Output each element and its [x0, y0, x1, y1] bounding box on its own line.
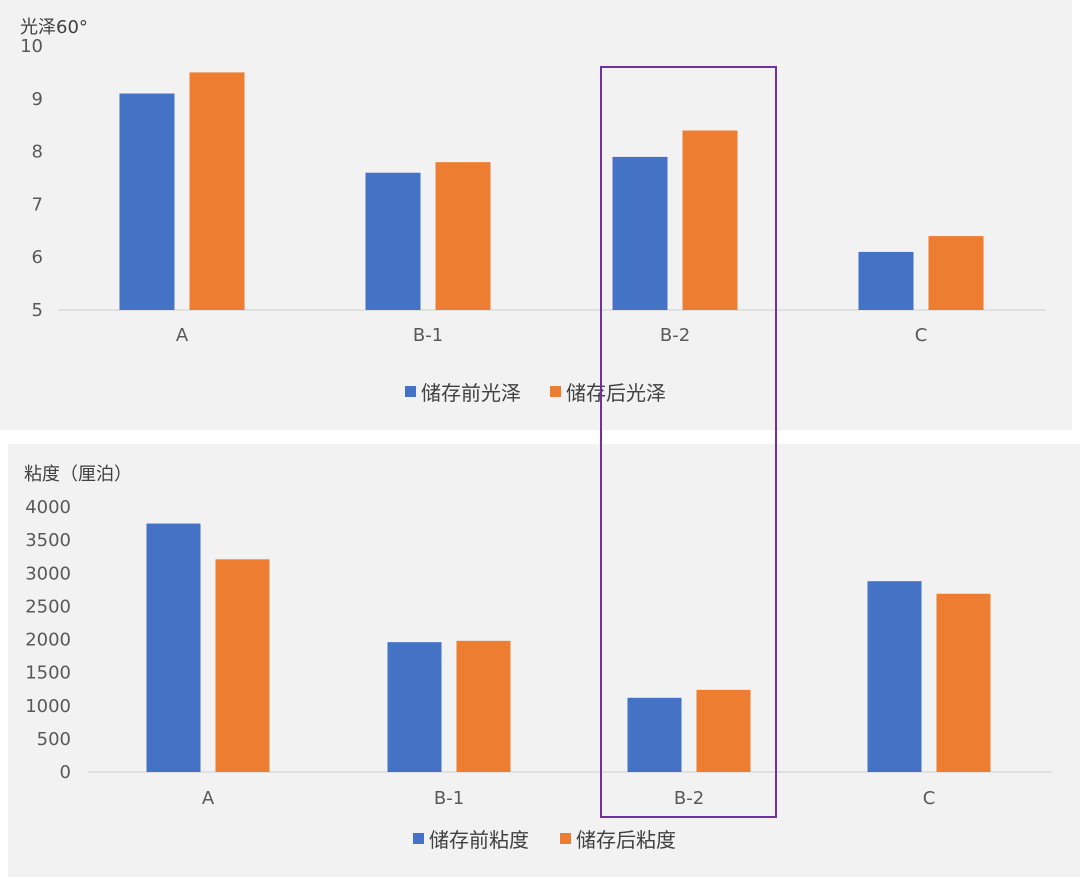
- bar-A-before: [146, 523, 201, 772]
- y-tick-label: 3500: [25, 530, 71, 551]
- y-tick-label: 6: [32, 247, 43, 268]
- b2-highlight-box: [600, 66, 777, 818]
- legend-swatch: [560, 833, 571, 844]
- bar-B-2-after: [682, 130, 738, 310]
- bar-B-1-after: [456, 640, 511, 772]
- bar-B-1-after: [435, 162, 491, 310]
- legend-swatch: [405, 386, 416, 397]
- y-tick-label: 3000: [25, 563, 71, 584]
- viscosity-chart-panel: 粘度（厘泊） 0 500 1000 1500 2000 2500 3000 3500 4000 A B…: [8, 444, 1080, 877]
- bar-C-after: [928, 236, 984, 310]
- y-tick-label: 0: [60, 762, 71, 783]
- y-tick-label: 7: [32, 194, 43, 215]
- bar-C-before: [867, 581, 922, 772]
- gloss-chart: 光泽60° 5 6 7 8 9 10 A B-1 B-2 C 储存前光泽 储存后光泽: [20, 17, 1045, 405]
- y-tick-label: 5: [32, 300, 43, 321]
- bar-A-before: [119, 93, 175, 311]
- x-category-label: A: [202, 788, 215, 809]
- viscosity-chart: 粘度（厘泊） 0 500 1000 1500 2000 2500 3000 3500 4000 A B…: [24, 464, 1052, 852]
- bar-B-2-before: [627, 697, 682, 772]
- x-category-label: A: [176, 325, 189, 346]
- legend-label: 储存后粘度: [576, 828, 676, 852]
- legend-swatch: [550, 386, 561, 397]
- legend-label: 储存前光泽: [421, 381, 521, 405]
- y-tick-label: 1000: [25, 696, 71, 717]
- legend-label: 储存前粘度: [429, 828, 529, 852]
- x-category-label: C: [915, 325, 928, 346]
- bar-A-after: [215, 559, 270, 772]
- y-axis-title: 粘度（厘泊）: [24, 464, 132, 485]
- y-tick-label: 500: [37, 729, 71, 750]
- bar-C-after: [936, 593, 991, 772]
- y-tick-label: 4000: [25, 497, 71, 518]
- bar-B-1-before: [387, 642, 442, 772]
- x-category-label: B-2: [660, 325, 690, 346]
- x-category-label: B-1: [413, 325, 443, 346]
- y-axis-title: 光泽60°: [20, 17, 88, 38]
- y-tick-label: 2500: [25, 596, 71, 617]
- y-tick-label: 9: [32, 89, 43, 110]
- bar-C-before: [858, 251, 914, 310]
- y-tick-label: 2000: [25, 630, 71, 651]
- y-tick-label: 10: [20, 36, 43, 57]
- bar-A-after: [189, 72, 245, 311]
- bar-B-2-after: [696, 689, 751, 772]
- y-tick-label: 1500: [25, 663, 71, 684]
- gloss-chart-panel: 光泽60° 5 6 7 8 9 10 A B-1 B-2 C 储存前光泽 储存后光泽: [0, 0, 1072, 430]
- x-category-label: B-1: [434, 788, 464, 809]
- bar-B-2-before: [612, 156, 668, 310]
- bar-B-1-before: [365, 172, 421, 310]
- x-category-label: C: [923, 788, 936, 809]
- y-tick-label: 8: [32, 142, 43, 163]
- x-category-label: B-2: [674, 788, 704, 809]
- legend-swatch: [413, 833, 424, 844]
- legend-label: 储存后光泽: [566, 381, 666, 405]
